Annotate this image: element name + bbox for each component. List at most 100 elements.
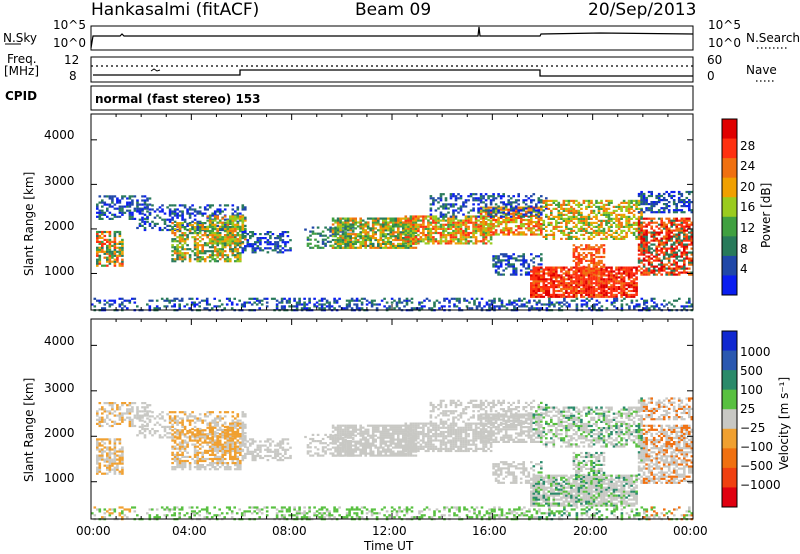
power-cell <box>547 272 551 275</box>
power-cell <box>613 305 616 308</box>
power-cell <box>118 305 122 308</box>
power-cell <box>570 280 573 283</box>
power-cell <box>518 299 521 302</box>
power-cell <box>570 284 573 287</box>
power-cell <box>444 205 448 208</box>
power-cell <box>670 229 673 232</box>
power-cell <box>657 199 661 202</box>
power-cell <box>575 287 578 291</box>
power-cell <box>620 215 623 218</box>
power-cell <box>444 227 448 230</box>
power-cell <box>118 201 122 204</box>
power-cell <box>530 291 533 294</box>
power-cell <box>251 235 255 238</box>
power-cell <box>582 217 586 220</box>
power-cell <box>655 269 658 272</box>
power-cell <box>410 301 414 304</box>
power-cell <box>585 231 588 234</box>
power-cell <box>414 242 418 245</box>
power-cell <box>660 269 663 272</box>
power-cell <box>361 223 365 226</box>
velocity-cell <box>101 454 104 457</box>
power-cell <box>452 229 455 233</box>
power-cell <box>229 260 232 263</box>
power-cell <box>402 242 405 245</box>
power-cell <box>171 222 174 225</box>
power-cell <box>482 216 485 219</box>
power-cell <box>143 201 147 204</box>
power-cell <box>560 217 563 220</box>
power-cell <box>274 247 277 250</box>
power-cell <box>509 218 513 222</box>
power-cell <box>595 261 598 264</box>
power-cell <box>196 244 199 247</box>
power-cell <box>271 243 275 246</box>
power-cell <box>360 307 364 310</box>
power-cell <box>605 282 608 285</box>
power-cell <box>439 238 443 241</box>
power-cell <box>361 229 365 232</box>
power-cell <box>550 286 553 289</box>
power-cell <box>168 218 172 221</box>
power-cell <box>570 286 573 289</box>
power-cell <box>423 305 426 308</box>
power-cell <box>98 262 102 265</box>
power-cell <box>344 231 347 234</box>
power-cell <box>499 197 503 200</box>
power-cell <box>437 207 440 210</box>
power-cell <box>683 211 686 214</box>
power-cell <box>186 248 189 251</box>
power-cell <box>555 268 558 271</box>
power-cell <box>675 217 678 220</box>
power-cell <box>146 210 149 213</box>
power-cell <box>414 217 418 220</box>
power-cell <box>535 282 538 285</box>
power-cell <box>341 229 345 232</box>
power-cell <box>535 289 538 293</box>
power-cell <box>366 238 370 242</box>
power-cell <box>607 270 611 273</box>
power-cell <box>313 297 316 300</box>
power-cell <box>683 249 686 252</box>
velocity-cell <box>96 460 99 463</box>
power-cell <box>645 209 648 212</box>
power-cell <box>535 216 538 219</box>
velocity-cell <box>103 464 107 467</box>
power-cell <box>409 221 413 224</box>
power-cell <box>412 219 415 222</box>
power-cell <box>379 244 383 247</box>
power-cell <box>244 224 247 227</box>
power-cell <box>647 207 651 210</box>
power-cell <box>387 240 390 244</box>
power-cell <box>106 215 109 218</box>
power-cell <box>341 233 345 236</box>
power-cell <box>223 244 227 247</box>
power-cell <box>535 214 538 217</box>
power-cell <box>660 221 663 224</box>
power-cell <box>542 223 546 226</box>
power-cell <box>377 238 380 242</box>
power-cell <box>108 254 112 257</box>
power-cell <box>201 238 204 241</box>
power-cell <box>248 301 251 304</box>
power-cell <box>587 295 591 298</box>
power-cell <box>484 203 488 206</box>
power-cell <box>338 305 341 308</box>
power-cell <box>627 282 631 285</box>
power-cell <box>331 227 335 230</box>
power-cell <box>399 244 403 247</box>
power-cell <box>667 237 671 240</box>
velocity-cell <box>108 468 112 471</box>
power-cell <box>580 213 583 216</box>
power-cell <box>620 276 623 279</box>
power-cell <box>231 208 235 211</box>
power-cell <box>153 307 156 310</box>
power-cell <box>543 303 546 306</box>
power-cell <box>600 246 603 249</box>
power-cell <box>597 255 601 259</box>
power-cell <box>637 223 641 226</box>
power-cell <box>565 270 568 273</box>
power-cell <box>464 227 468 230</box>
power-cell <box>208 246 212 249</box>
power-cell <box>622 235 626 238</box>
